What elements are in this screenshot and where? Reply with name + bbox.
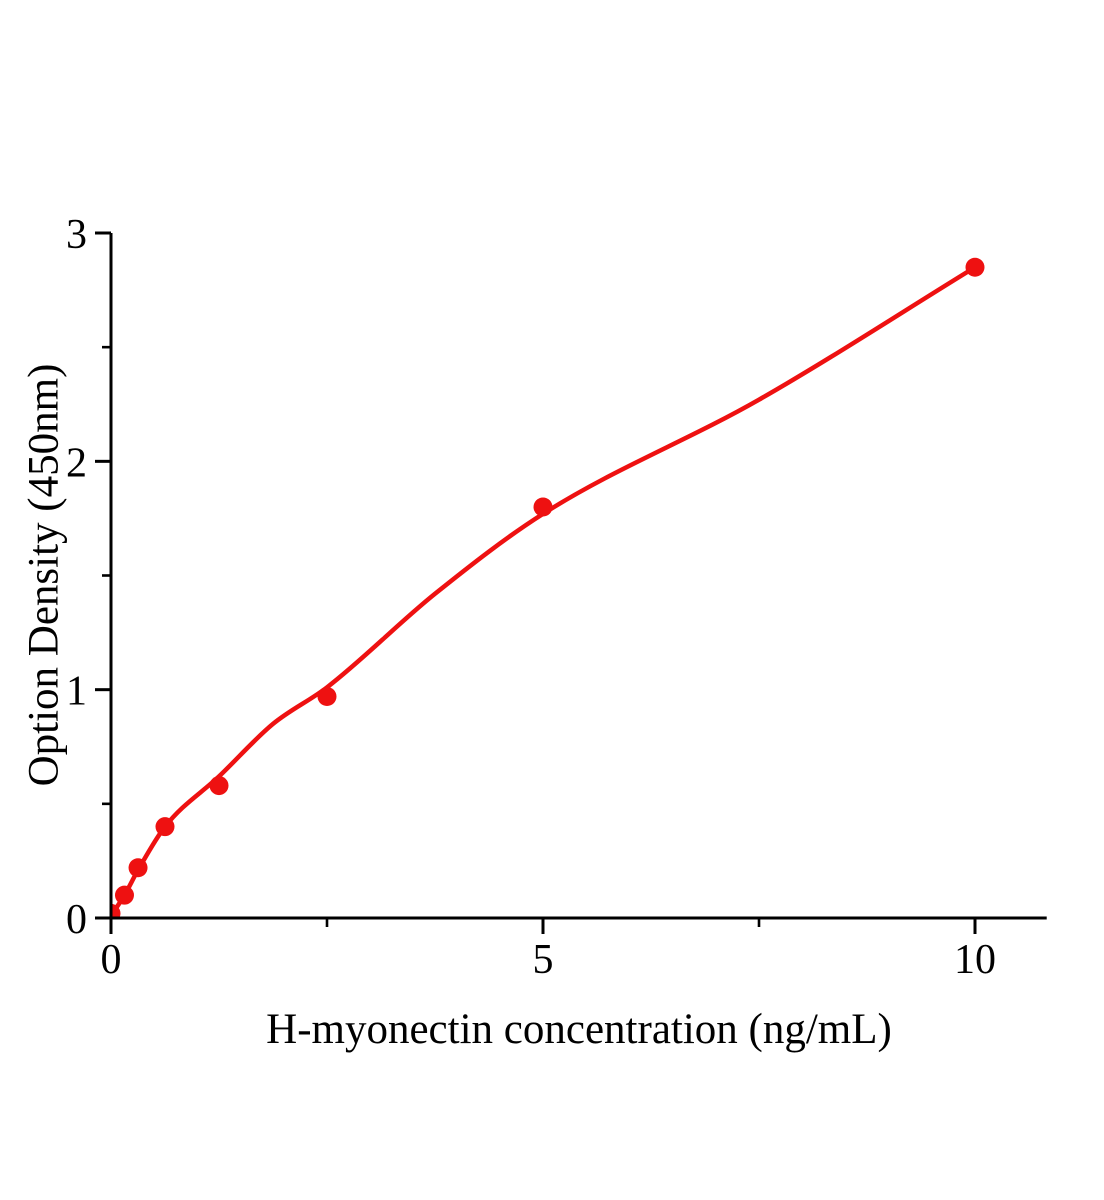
y-tick-label: 3 [66,212,87,258]
tick-labels: 0 5 10 0 1 2 3 [66,212,996,983]
data-points [111,257,985,919]
data-point [111,903,121,919]
x-axis-title: H-myonectin concentration (ng/mL) [266,1006,892,1053]
data-point [128,858,148,878]
data-point [114,885,134,905]
data-point [209,776,229,796]
data-point [155,817,175,837]
axis-ticks [95,231,977,934]
y-axis-title: Option Density (450nm) [20,363,68,787]
y-tick-label: 1 [66,669,87,715]
x-tick-label: 10 [954,937,996,983]
y-tick-label: 0 [66,897,87,943]
y-tick-label: 2 [66,440,87,486]
series-layer [111,265,977,917]
fit-curve [111,265,977,917]
x-tick-label: 0 [101,937,122,983]
axes-spines [109,233,1047,920]
data-point [965,257,985,277]
data-point [533,497,553,517]
data-point [317,687,337,707]
x-tick-label: 5 [533,937,554,983]
